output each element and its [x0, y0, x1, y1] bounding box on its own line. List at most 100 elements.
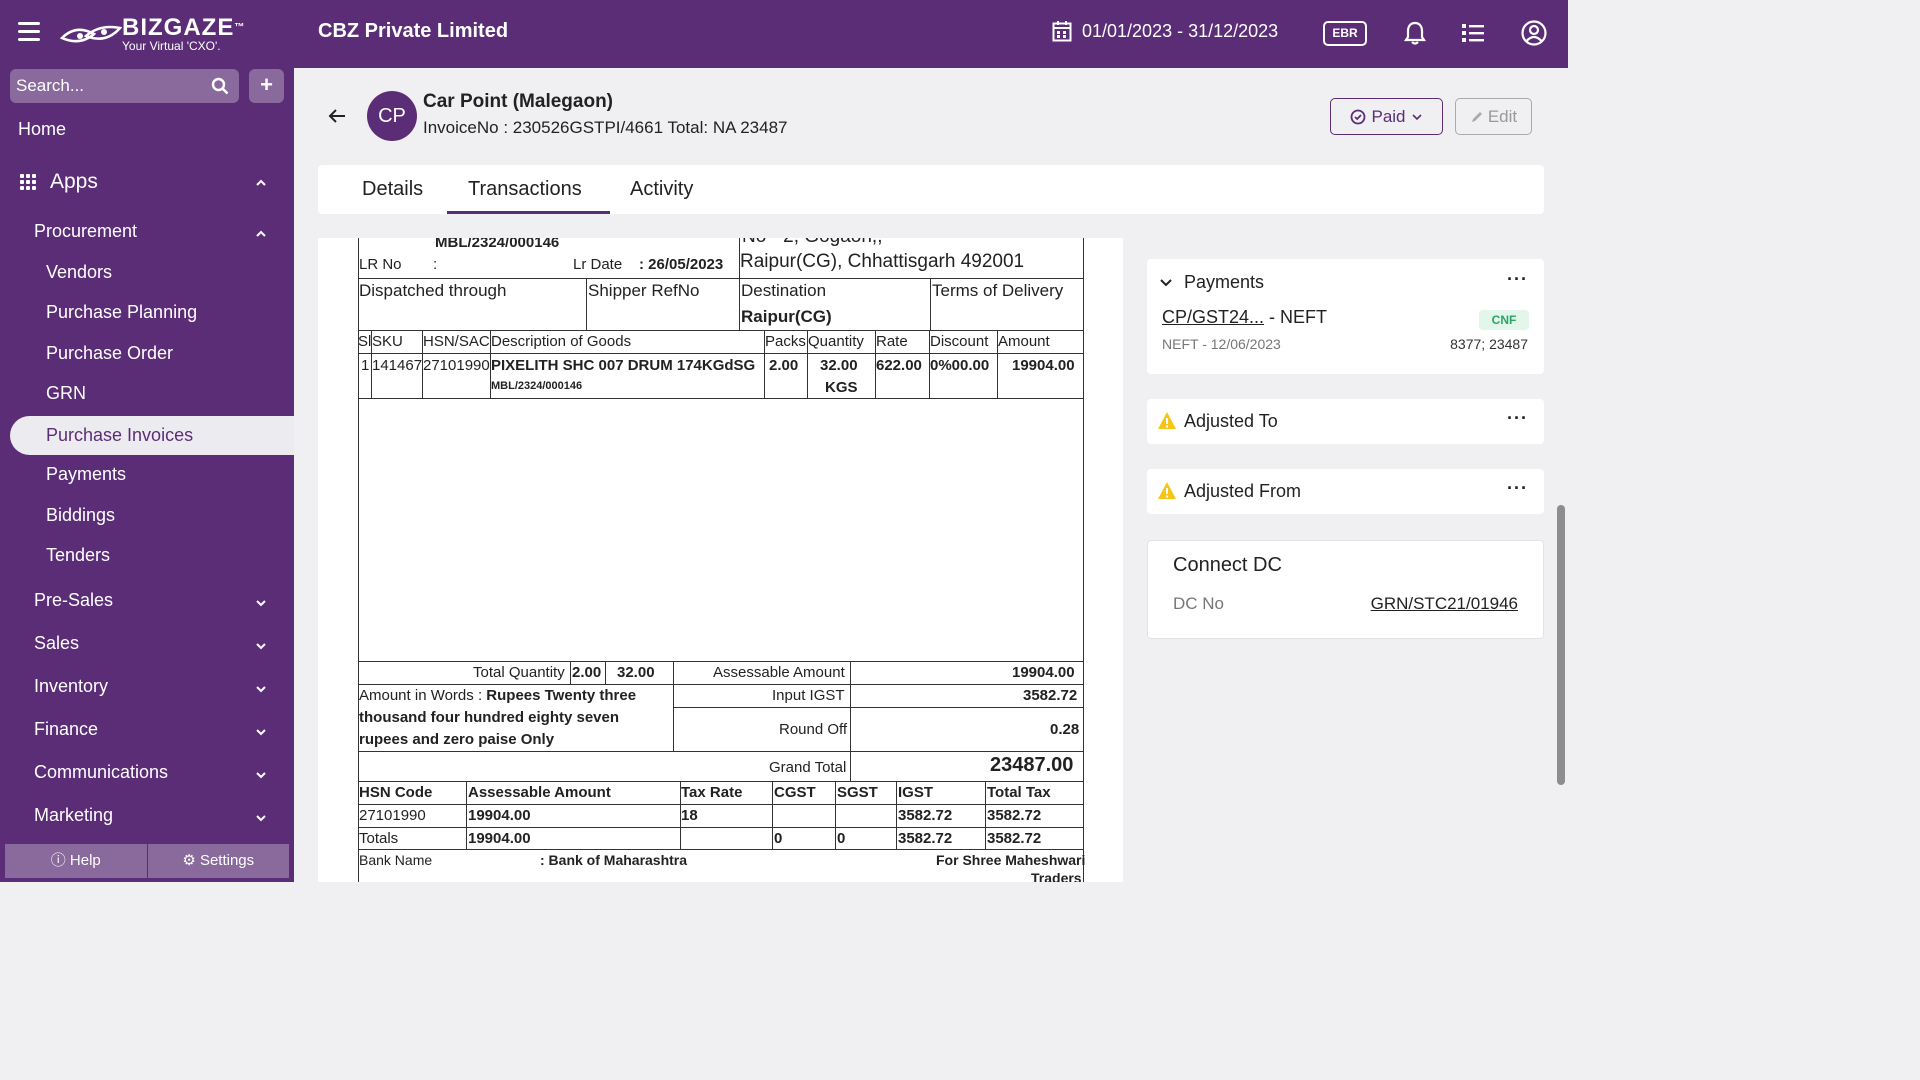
nav-inventory[interactable]: Inventory — [34, 676, 284, 700]
address-city: Raipur(CG), Chhattisgarh 492001 — [740, 251, 1025, 272]
adjusted-from-more-icon[interactable]: ··· — [1507, 478, 1528, 498]
task-list-icon[interactable] — [1460, 20, 1486, 46]
nav-tenders[interactable]: Tenders — [46, 545, 111, 565]
nav-apps[interactable]: Apps — [20, 170, 284, 194]
tax-totals-sgst: 0 — [837, 830, 846, 847]
payments-title: Payments — [1184, 272, 1265, 292]
chevron-down-icon — [256, 772, 266, 779]
search-icon[interactable] — [211, 77, 229, 95]
date-range-selector[interactable]: 01/01/2023 - 31/12/2023 — [1052, 20, 1278, 42]
address-line-top: No - 2, Gogaon,, — [742, 238, 882, 248]
words-label: Amount in Words : — [359, 687, 483, 704]
ebr-button[interactable]: EBR — [1323, 21, 1367, 46]
nav-biddings[interactable]: Biddings — [46, 505, 116, 525]
chevron-down-icon — [256, 815, 266, 822]
nav-home[interactable]: Home — [18, 119, 67, 139]
nav-finance[interactable]: Finance — [34, 719, 284, 743]
igst-label: Input IGST — [772, 687, 845, 704]
tax-col-sgst: SGST — [837, 784, 878, 801]
adjusted-to-more-icon[interactable]: ··· — [1507, 408, 1528, 428]
nav-purchase-order[interactable]: Purchase Order — [46, 343, 174, 363]
bizgaze-logo[interactable]: BIZGAZE™ Your Virtual 'CXO'. — [60, 14, 245, 56]
settings-button[interactable]: ⚙ Settings — [148, 844, 290, 878]
chevron-up-icon — [256, 230, 266, 237]
status-badge: CNF — [1479, 310, 1529, 330]
assessable-label: Assessable Amount — [713, 664, 845, 681]
paid-label: Paid — [1371, 106, 1406, 126]
payment-sub: NEFT - 12/06/2023 — [1162, 336, 1281, 352]
lr-no-colon: : — [433, 256, 438, 273]
tab-details[interactable]: Details — [362, 178, 424, 200]
bank-value: : Bank of Maharashtra — [540, 852, 688, 868]
avatar: CP — [367, 91, 417, 141]
edit-button[interactable]: Edit — [1455, 98, 1532, 135]
tax-row-hsn: 27101990 — [359, 807, 426, 824]
nav-communications[interactable]: Communications — [34, 762, 284, 786]
user-profile-icon[interactable] — [1521, 20, 1547, 46]
tax-totals-cgst: 0 — [774, 830, 783, 847]
edit-label: Edit — [1487, 106, 1518, 126]
bell-icon[interactable] — [1402, 20, 1428, 46]
tab-activity[interactable]: Activity — [630, 178, 694, 200]
back-arrow-icon[interactable] — [327, 106, 347, 126]
grand-total-value: 23487.00 — [990, 754, 1074, 776]
search-input[interactable]: Search... — [10, 69, 239, 103]
nav-purchase-planning[interactable]: Purchase Planning — [46, 302, 198, 322]
item-hsn: 27101990 — [423, 357, 490, 374]
tab-transactions[interactable]: Transactions — [468, 178, 582, 200]
adjusted-from-card: Adjusted From ··· — [1147, 469, 1544, 514]
tax-row-assessable: 19904.00 — [468, 807, 531, 824]
nav-marketing-label: Marketing — [34, 805, 114, 825]
payment-mode: - NEFT — [1264, 307, 1328, 327]
nav-payments[interactable]: Payments — [46, 464, 127, 484]
nav-purchase-invoices[interactable]: Purchase Invoices — [10, 416, 294, 455]
add-button[interactable]: + — [249, 69, 284, 103]
igst-value: 3582.72 — [1023, 687, 1078, 704]
words-line-3: rupees and zero paise Only — [359, 731, 555, 748]
total-qty-label: Total Quantity — [473, 664, 565, 681]
tax-totals-assessable: 19904.00 — [468, 830, 531, 847]
total-qty: 32.00 — [617, 664, 655, 681]
nav-sales-label: Sales — [34, 633, 80, 653]
nav-pre-sales-label: Pre-Sales — [34, 590, 114, 610]
chevron-down-icon[interactable] — [1159, 276, 1173, 290]
nav-procurement[interactable]: Procurement — [34, 221, 284, 245]
warning-icon — [1158, 482, 1176, 499]
tax-col-hsn: HSN Code — [359, 784, 433, 801]
help-button[interactable]: ⓘ Help — [5, 844, 148, 878]
col-discount: Discount — [930, 333, 989, 350]
nav-sales[interactable]: Sales — [34, 633, 284, 657]
hamburger-menu-icon[interactable] — [18, 22, 40, 44]
item-description: PIXELITH SHC 007 DRUM 174KGdSG — [491, 357, 756, 374]
nav-inventory-label: Inventory — [34, 676, 109, 696]
paid-status-dropdown[interactable]: Paid — [1330, 98, 1443, 135]
item-discount: 0%00.00 — [930, 357, 990, 374]
destination-label: Destination — [741, 281, 827, 300]
dc-no-link[interactable]: GRN/STC21/01946 — [1370, 594, 1518, 613]
chevron-down-icon — [256, 600, 266, 607]
nav-grn[interactable]: GRN — [46, 383, 86, 403]
tax-col-total: Total Tax — [987, 784, 1051, 801]
nav-vendors[interactable]: Vendors — [46, 262, 113, 282]
roundoff-value: 0.28 — [1050, 721, 1080, 738]
payments-more-icon[interactable]: ··· — [1507, 269, 1528, 289]
scrollbar[interactable] — [1557, 505, 1565, 785]
nav-pre-sales[interactable]: Pre-Sales — [34, 590, 284, 614]
col-quantity: Quantity — [808, 333, 864, 350]
chevron-down-icon — [1411, 113, 1422, 120]
dc-no-label: DC No — [1173, 594, 1225, 613]
lr-date-label: Lr Date — [573, 256, 623, 273]
warning-icon — [1158, 412, 1176, 429]
active-tab-indicator — [447, 211, 610, 214]
tax-col-igst: IGST — [898, 784, 934, 801]
chevron-down-icon — [256, 686, 266, 693]
calendar-icon — [1052, 21, 1072, 42]
payment-ref-link[interactable]: CP/GST24... — [1162, 307, 1265, 327]
item-sub-ref: MBL/2324/000146 — [491, 380, 583, 392]
total-packs: 2.00 — [572, 664, 602, 681]
company-name[interactable]: CBZ Private Limited — [318, 20, 509, 42]
nav-purchase-invoices-label: Purchase Invoices — [46, 425, 194, 445]
col-description: Description of Goods — [491, 333, 632, 350]
nav-marketing[interactable]: Marketing — [34, 805, 284, 829]
tax-col-rate: Tax Rate — [681, 784, 743, 801]
